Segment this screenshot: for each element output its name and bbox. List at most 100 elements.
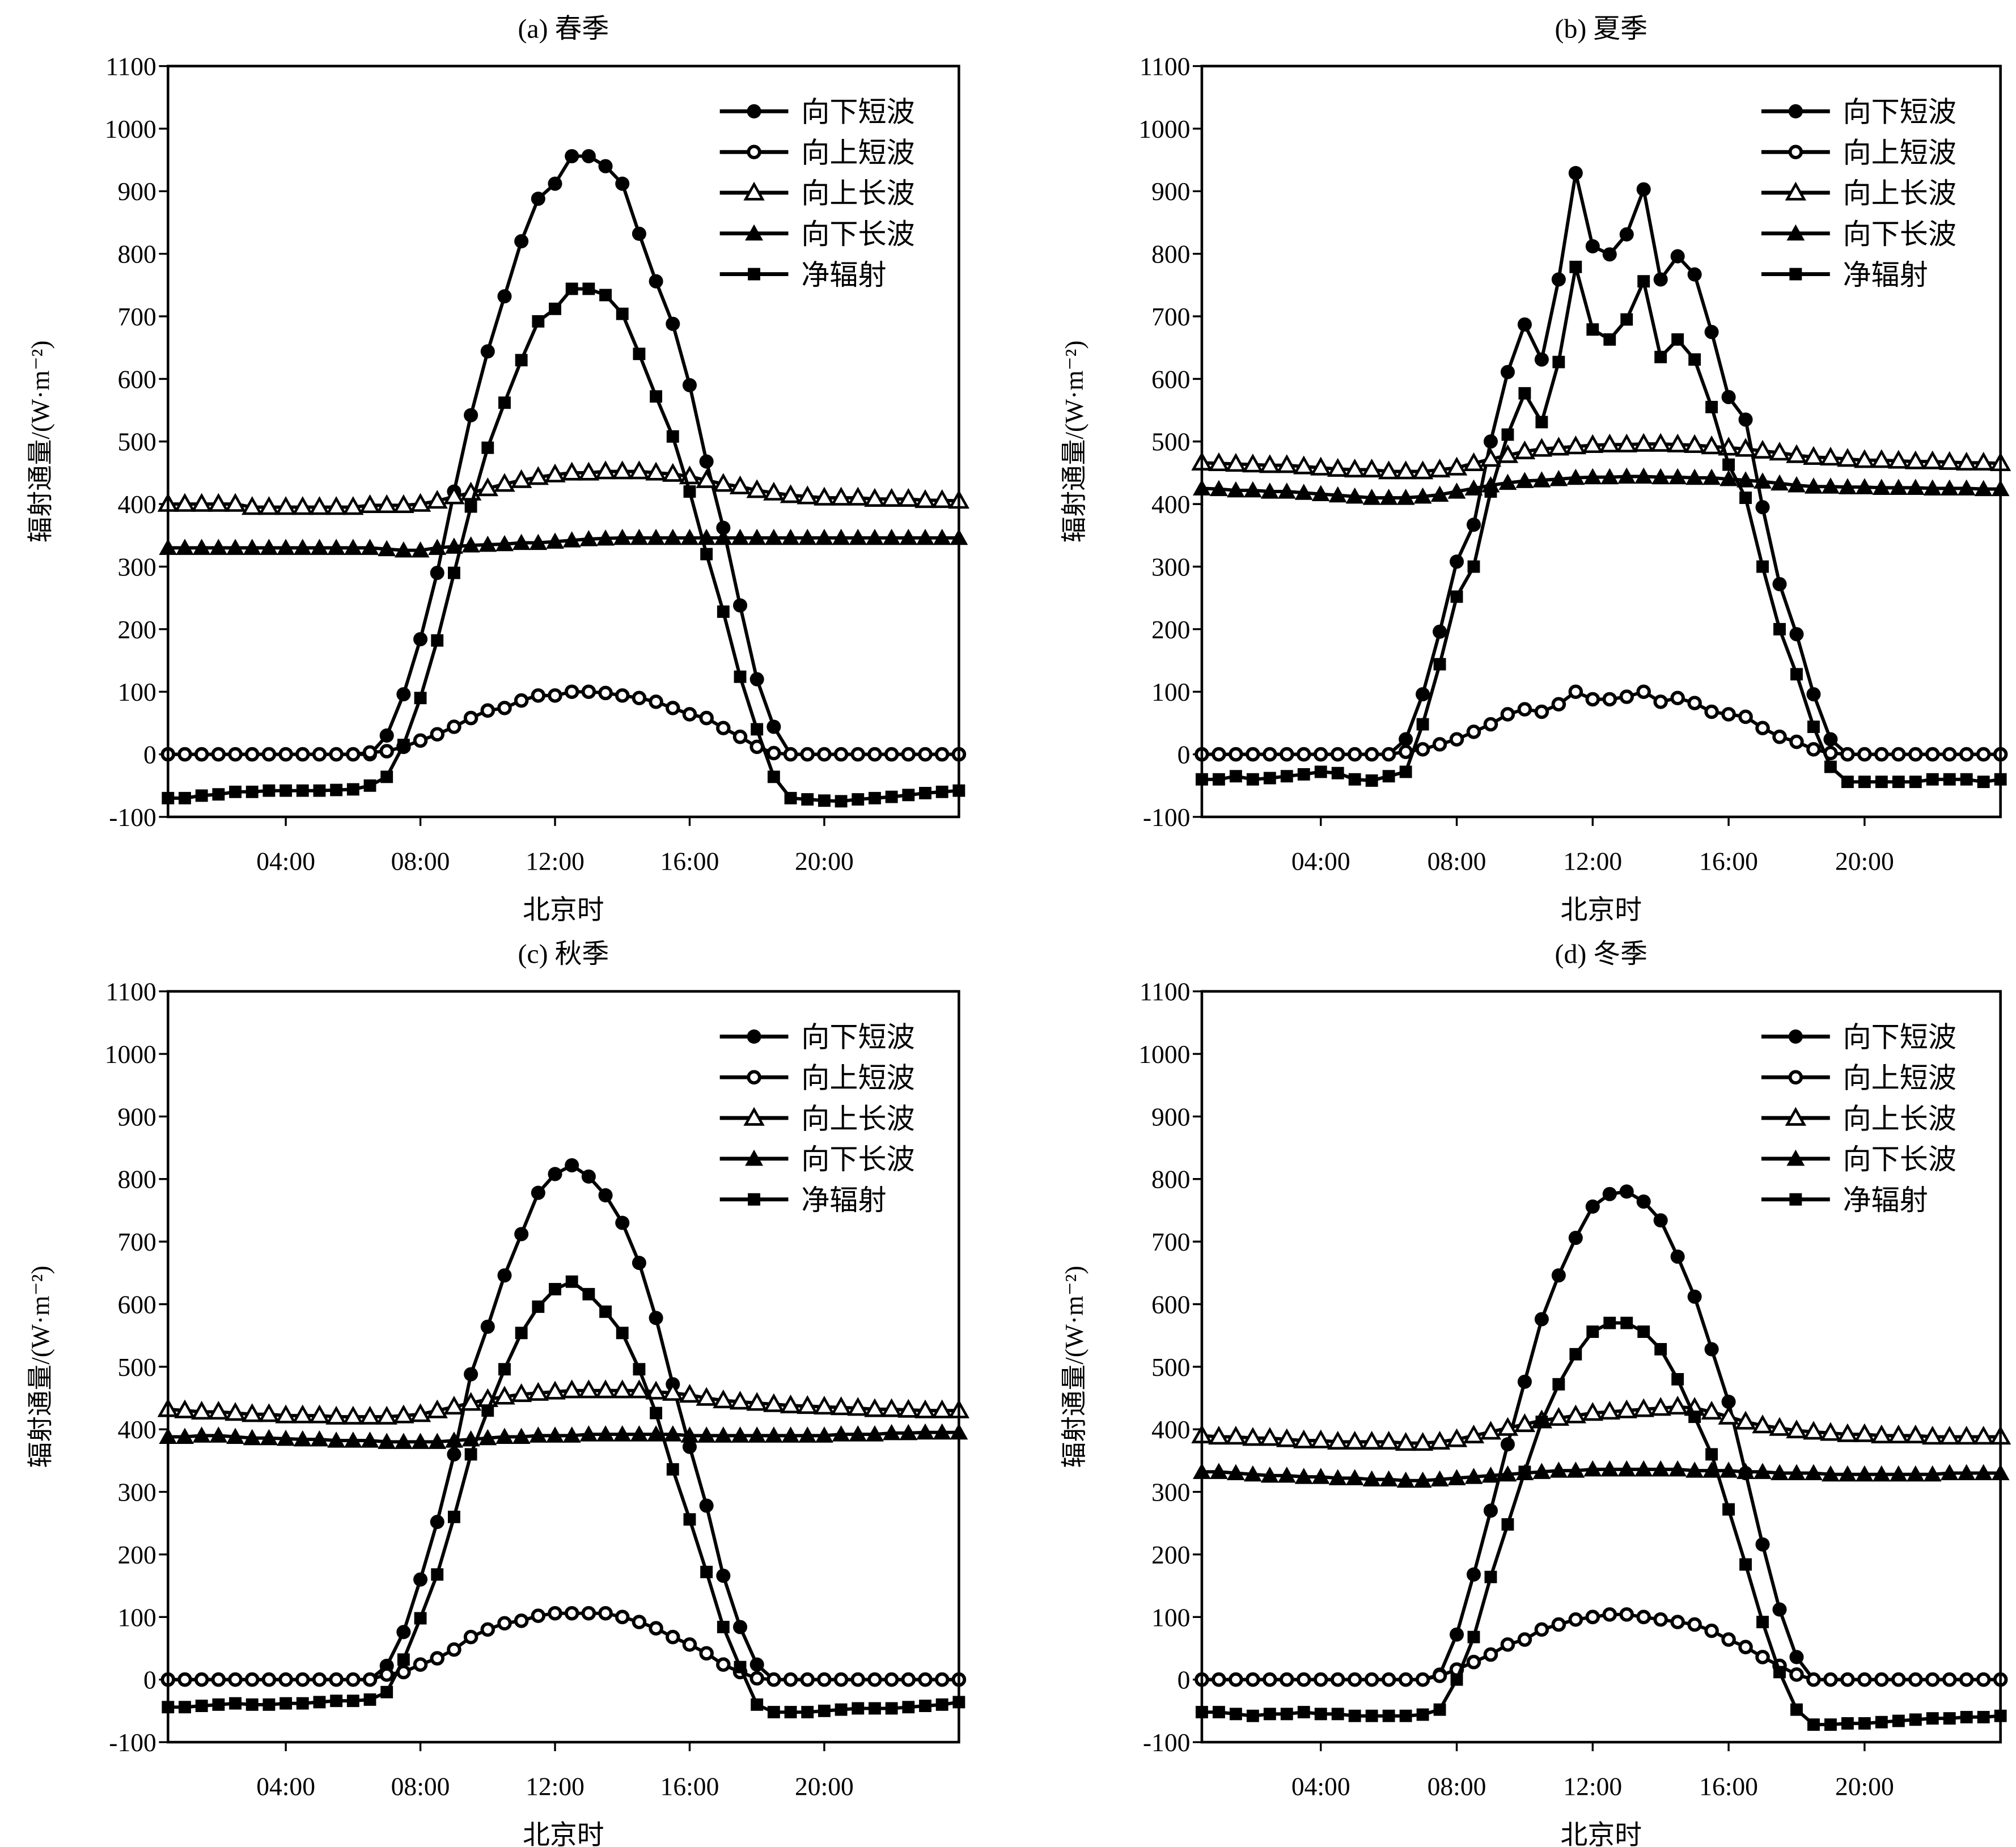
data-point-filled-triangle xyxy=(478,535,497,552)
data-point-open-circle xyxy=(1449,732,1464,747)
data-point-open-triangle xyxy=(628,460,650,480)
data-point-open-circle xyxy=(747,145,761,159)
data-point-open-triangle xyxy=(1310,1429,1332,1448)
data-point-filled-square xyxy=(1399,765,1412,778)
data-point-open-triangle xyxy=(780,484,802,503)
data-point-filled-square xyxy=(1807,1718,1820,1731)
y-tick-label: 900 xyxy=(1151,177,1190,206)
data-point-filled-triangle xyxy=(1294,484,1313,500)
data-point-filled-triangle xyxy=(529,1426,548,1443)
data-point-filled-square xyxy=(1960,1710,1973,1723)
data-point-open-circle xyxy=(783,747,798,762)
data-point-filled-triangle xyxy=(764,528,783,545)
data-point-filled-triangle xyxy=(1277,482,1296,499)
data-point-filled-square xyxy=(279,1697,293,1710)
data-point-open-triangle xyxy=(1293,455,1315,475)
data-point-open-triangle xyxy=(763,481,785,501)
data-point-open-circle xyxy=(346,747,361,762)
data-point-open-triangle xyxy=(1955,1426,1977,1445)
y-axis-label: 辐射通量/(W·m⁻²) xyxy=(1060,340,1089,543)
data-point-open-circle xyxy=(295,747,310,762)
data-point-filled-square xyxy=(1722,1503,1735,1516)
data-point-open-triangle xyxy=(1429,1430,1451,1450)
data-point-filled-square xyxy=(1722,458,1735,471)
data-point-filled-square xyxy=(1552,1378,1565,1391)
data-point-open-circle xyxy=(800,1672,815,1687)
data-point-filled-triangle xyxy=(1379,1470,1398,1487)
data-point-filled-triangle xyxy=(1838,1465,1857,1482)
data-point-filled-circle xyxy=(581,149,596,164)
data-point-open-circle xyxy=(1602,1607,1617,1622)
data-point-filled-square xyxy=(296,1697,309,1710)
data-point-filled-triangle xyxy=(176,1427,194,1444)
data-point-filled-triangle xyxy=(546,1426,564,1443)
data-point-open-triangle xyxy=(880,488,903,507)
legend-label: 向下短波 xyxy=(1843,96,1956,128)
data-point-open-triangle xyxy=(1972,1426,1994,1445)
data-point-open-triangle xyxy=(376,494,397,514)
data-point-filled-triangle xyxy=(1668,468,1687,485)
data-point-filled-circle xyxy=(1517,317,1532,332)
data-point-filled-triangle xyxy=(546,532,564,549)
data-point-filled-triangle xyxy=(1362,1470,1381,1487)
data-point-open-circle xyxy=(632,1615,647,1629)
data-point-open-triangle xyxy=(595,1379,616,1399)
data-point-open-circle xyxy=(1517,1632,1532,1647)
data-point-filled-square xyxy=(1331,766,1344,780)
data-point-filled-square xyxy=(346,1695,359,1708)
data-point-open-triangle xyxy=(1650,433,1671,452)
data-point-filled-triangle xyxy=(1855,478,1874,494)
data-point-open-circle xyxy=(1959,747,1974,762)
data-point-filled-triangle xyxy=(1260,1466,1279,1483)
x-tick-label: 08:00 xyxy=(391,846,450,875)
data-point-open-triangle xyxy=(409,493,431,512)
data-point-filled-triangle xyxy=(1906,478,1925,495)
y-tick-label: 500 xyxy=(1151,1353,1190,1382)
data-point-filled-circle xyxy=(732,1620,748,1634)
legend-label: 净辐射 xyxy=(1843,1184,1928,1216)
data-point-open-circle xyxy=(312,1672,327,1687)
data-point-open-triangle xyxy=(1395,460,1417,480)
data-point-open-triangle xyxy=(1752,439,1773,459)
data-point-filled-circle xyxy=(1789,627,1804,642)
data-point-filled-triangle xyxy=(1651,1460,1670,1477)
data-point-filled-square xyxy=(1977,1710,1990,1723)
data-point-open-circle xyxy=(1840,1672,1855,1687)
data-point-filled-triangle xyxy=(1209,480,1228,497)
y-tick-label: 100 xyxy=(117,677,156,706)
data-point-filled-square xyxy=(1501,1518,1514,1531)
y-tick-label: 1000 xyxy=(105,115,156,143)
data-point-open-triangle xyxy=(1616,1399,1637,1418)
data-point-filled-square xyxy=(1892,776,1905,789)
data-point-filled-square xyxy=(717,1621,730,1633)
data-point-filled-square xyxy=(346,783,359,796)
data-point-open-triangle xyxy=(393,1404,414,1424)
data-point-filled-circle xyxy=(1619,227,1634,242)
data-point-open-triangle xyxy=(914,489,936,509)
data-point-open-triangle xyxy=(1905,450,1926,469)
data-point-filled-triangle xyxy=(764,1426,783,1443)
data-point-filled-triangle xyxy=(933,1423,951,1440)
y-tick-label: 500 xyxy=(117,1353,156,1382)
data-point-filled-square xyxy=(1263,772,1276,785)
data-point-filled-square xyxy=(515,354,528,367)
data-point-filled-square xyxy=(1484,1570,1497,1583)
data-point-filled-square xyxy=(1416,718,1429,731)
data-point-filled-triangle xyxy=(1498,473,1517,490)
data-point-open-circle xyxy=(1246,1672,1260,1687)
data-point-filled-square xyxy=(1909,1713,1922,1726)
data-point-filled-triangle xyxy=(243,539,261,555)
data-point-filled-square xyxy=(801,793,814,806)
series-4 xyxy=(1195,1316,2007,1731)
data-point-open-circle xyxy=(649,1621,663,1636)
chart-title: (d) 冬季 xyxy=(1555,939,1648,969)
data-point-filled-square xyxy=(1348,773,1361,786)
data-point-filled-circle xyxy=(464,408,478,422)
data-point-filled-triangle xyxy=(1566,468,1585,485)
data-point-filled-square xyxy=(363,1693,376,1706)
data-point-filled-triangle xyxy=(411,541,430,558)
data-point-open-triangle xyxy=(814,486,835,506)
y-tick-label: 1000 xyxy=(1138,115,1190,143)
data-point-open-circle xyxy=(1891,747,1906,762)
